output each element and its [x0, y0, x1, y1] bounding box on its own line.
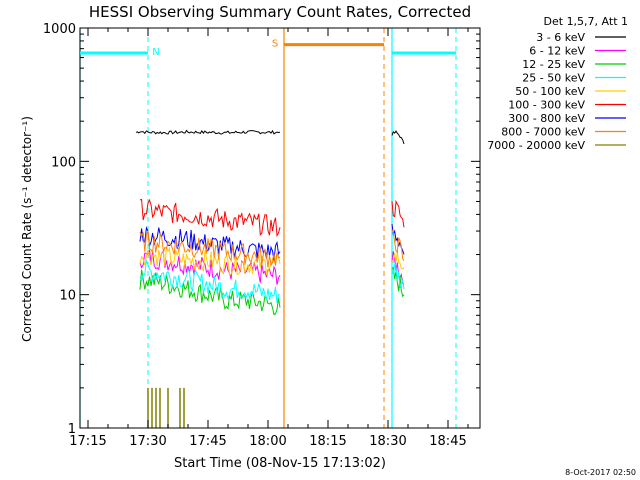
legend-entry-label: 6 - 12 keV	[529, 45, 585, 58]
series-line-2	[139, 269, 281, 316]
legend-entry-label: 800 - 7000 keV	[501, 126, 585, 139]
annotations: NS	[80, 39, 456, 58]
legend-entry-label: 25 - 50 keV	[522, 72, 585, 85]
footer-timestamp: 8-Oct-2017 02:50	[565, 468, 636, 477]
legend-entry-label: 3 - 6 keV	[536, 31, 585, 44]
x-tick-label: 18:00	[249, 434, 286, 449]
series-line-5	[391, 199, 405, 228]
series-line-7	[391, 229, 405, 261]
plot-frame	[79, 27, 481, 429]
tick-labels: 1 10 100 1000 17:15 17:30 17:45 18:00 18:15 18:30…	[43, 22, 467, 449]
legend-entry-label: 7000 - 20000 keV	[487, 139, 585, 152]
legend-entry-label: 300 - 800 keV	[508, 112, 585, 125]
y-tick-label: 100	[51, 155, 76, 170]
saa-label: S	[272, 39, 278, 50]
x-tick-label: 17:30	[129, 434, 166, 449]
series-lines	[135, 129, 405, 428]
x-tick-label: 17:45	[189, 434, 226, 449]
series-line-0	[391, 130, 405, 145]
y-tick-label: 1	[68, 422, 76, 437]
x-tick-label: 18:30	[369, 434, 406, 449]
chart-title: HESSI Observing Summary Count Rates, Cor…	[89, 3, 471, 21]
night-label: N	[152, 47, 159, 58]
series-line-4	[391, 252, 405, 270]
series-line-3	[139, 259, 280, 304]
axes	[79, 27, 481, 429]
x-tick-label: 18:45	[429, 434, 466, 449]
series-line-2	[391, 265, 405, 298]
y-tick-label: 1000	[43, 22, 76, 37]
y-axis-label: Corrected Count Rate (s⁻¹ detector⁻¹)	[20, 116, 34, 342]
legend-entry-label: 100 - 300 keV	[508, 99, 585, 112]
series-line-3	[391, 261, 405, 290]
legend-entry-label: 12 - 25 keV	[522, 58, 585, 71]
y-tick-label: 10	[59, 289, 76, 304]
series-line-0	[135, 129, 281, 135]
series-line-7	[139, 229, 281, 268]
legend-title: Det 1,5,7, Att 1	[544, 15, 628, 28]
legend-entry-label: 50 - 100 keV	[515, 85, 585, 98]
x-tick-label: 17:15	[69, 434, 106, 449]
x-axis-label: Start Time (08-Nov-15 17:13:02)	[174, 456, 386, 471]
series-line-5	[139, 198, 281, 237]
x-tick-label: 18:15	[309, 434, 346, 449]
